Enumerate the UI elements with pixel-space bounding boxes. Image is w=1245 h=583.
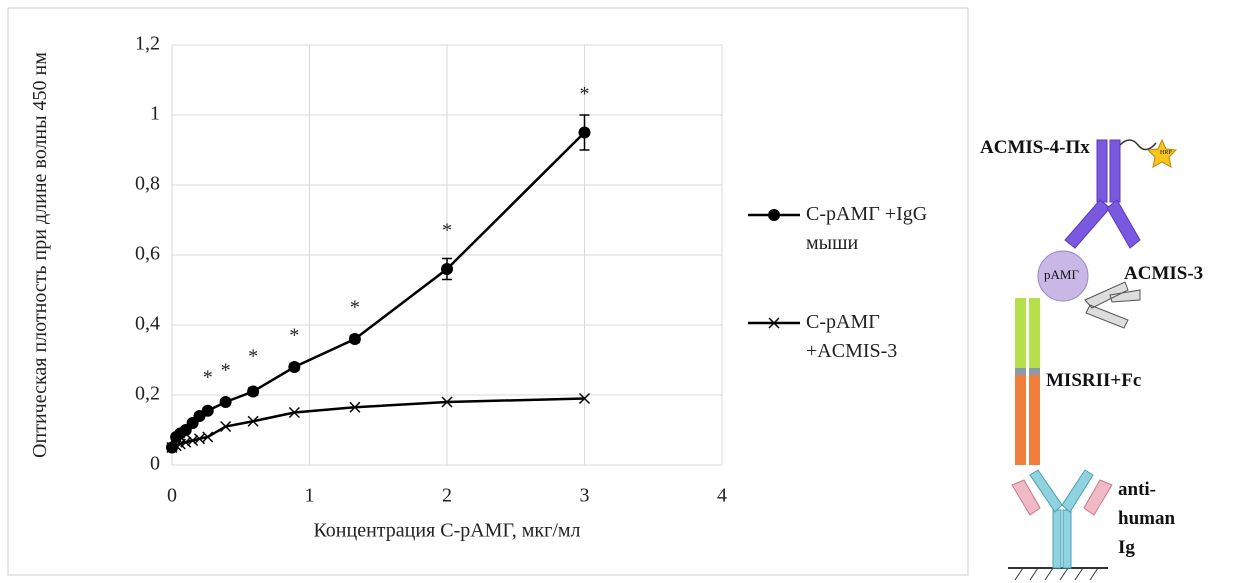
legend-label: С-рАМГ +IgG мыши [806, 203, 928, 254]
marker [187, 434, 199, 447]
diagram-label: HRP [1160, 150, 1172, 156]
diagram-label: anti-human Ig [1118, 479, 1176, 558]
marker [201, 404, 214, 417]
annotation: * [442, 220, 452, 242]
marker [180, 436, 192, 448]
marker [288, 361, 301, 373]
marker [441, 263, 453, 275]
diagram-label: MISRII+Fc [1046, 370, 1142, 391]
x-axis-label: Концентрация С-рАМГ, мкг/мл [313, 520, 580, 542]
annotation: * [221, 360, 231, 382]
y-tick-label: 0 [150, 453, 160, 475]
legend-marker [768, 209, 780, 221]
x-tick-label: 2 [442, 485, 452, 507]
y-tick-label: 0,2 [135, 383, 160, 405]
diagram-label: ACMIS-4-Пх [980, 137, 1090, 158]
legend-marker [768, 317, 780, 329]
y-tick-label: 0,8 [135, 173, 160, 195]
marker [349, 401, 361, 413]
marker [247, 415, 259, 427]
marker [202, 431, 214, 443]
annotation: * [248, 346, 258, 368]
x-tick-label: 3 [580, 485, 590, 507]
y-tick-label: 0,4 [135, 313, 160, 335]
marker [348, 333, 361, 345]
legend-label: С-рАМГ +ACMIS-3 [806, 311, 898, 362]
marker [288, 406, 300, 419]
marker [219, 396, 232, 408]
marker [441, 396, 453, 408]
y-axis-label: Оптическая плотность при длине волны 450… [29, 52, 51, 458]
diagram-label: pAMГ [1044, 267, 1079, 282]
series-line [171, 397, 585, 449]
annotation: * [289, 325, 299, 347]
annotation: * [350, 297, 360, 319]
x-tick-label: 4 [717, 485, 727, 507]
diagram-label: ACMIS-3 [1124, 263, 1204, 284]
marker [193, 433, 206, 445]
marker [578, 126, 591, 139]
y-tick-label: 1 [150, 103, 160, 125]
marker [247, 385, 260, 398]
annotation: * [580, 83, 590, 105]
diagram [1008, 138, 1178, 581]
x-tick-label: 0 [167, 485, 177, 507]
chart-frame [7, 7, 969, 576]
marker [220, 420, 232, 433]
y-tick-label: 0,6 [135, 243, 160, 265]
x-tick-label: 1 [305, 485, 315, 507]
marker [578, 392, 591, 405]
annotation: * [203, 367, 213, 389]
y-tick-label: 1,2 [135, 33, 160, 55]
